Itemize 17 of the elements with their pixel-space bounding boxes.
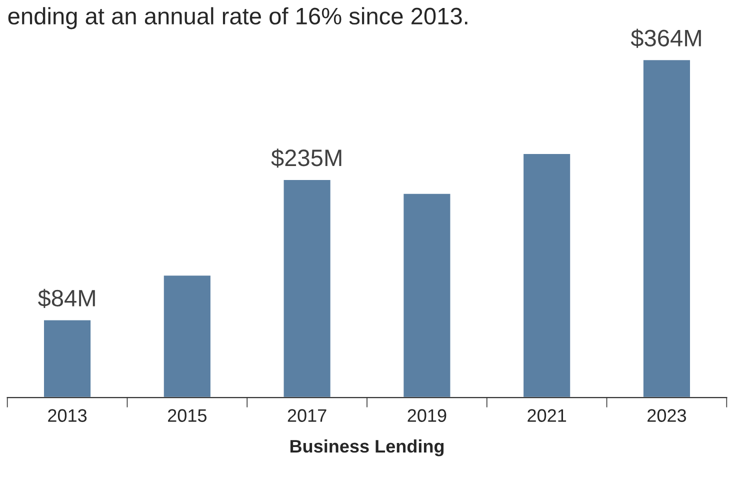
x-tick-label: 2013 (48, 409, 87, 422)
bar (282, 178, 332, 398)
data-label: $84M (38, 288, 95, 308)
bar (642, 58, 692, 398)
x-tick-label: 2023 (648, 409, 686, 422)
x-tick-label: 2017 (288, 409, 326, 422)
x-tick-label: 2015 (168, 409, 206, 422)
data-label: $235M (271, 148, 342, 168)
bar (42, 318, 92, 398)
x-tick-label: 2021 (528, 409, 566, 422)
data-label: $364M (630, 28, 701, 48)
x-axis-title: Business Lending (290, 439, 444, 456)
chart-title: ending at an annual rate of 16% since 2013. (8, 7, 468, 30)
bar (522, 152, 572, 398)
bar (402, 192, 452, 398)
bar (162, 274, 212, 398)
x-tick-label: 2019 (408, 409, 446, 422)
